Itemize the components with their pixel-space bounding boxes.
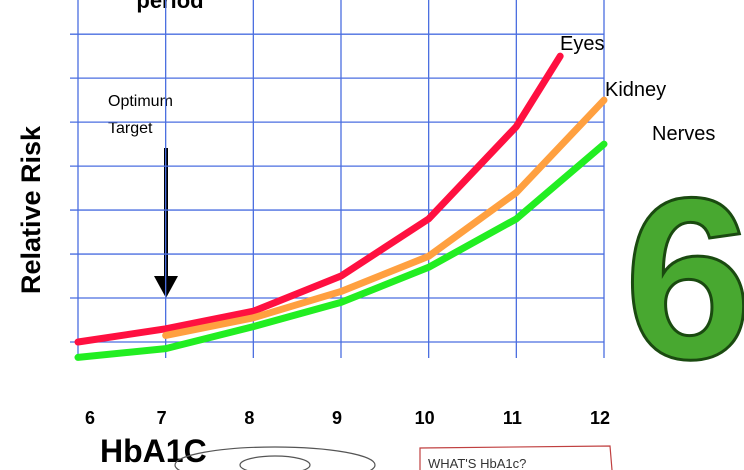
series-label: Kidney (605, 79, 666, 101)
x-tick-label: 6 (85, 408, 95, 428)
series-label: Nerves (652, 123, 715, 145)
sketch-text: WHAT'S HbA1c? (428, 456, 526, 470)
series-line (166, 100, 604, 335)
x-tick-label: 7 (157, 408, 167, 428)
series-label: Eyes (560, 33, 604, 55)
annotation: Optimum (108, 93, 173, 110)
x-tick-label: 9 (332, 408, 342, 428)
x-tick-label: 10 (415, 408, 435, 428)
chart: period Relative Risk HbA1C Optimum Targe… (0, 0, 744, 470)
chart-title: period (136, 0, 203, 13)
x-axis-label: HbA1C (100, 433, 207, 469)
sketch (240, 456, 310, 470)
x-tick-label: 11 (503, 408, 522, 428)
x-tick-label: 12 (590, 408, 610, 428)
x-tick-label: 8 (244, 408, 254, 428)
y-axis-label: Relative Risk (16, 125, 46, 294)
big-number: 6 (624, 150, 744, 407)
